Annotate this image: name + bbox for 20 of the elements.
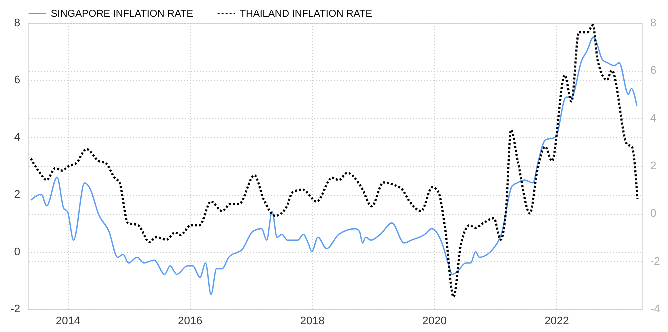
- legend-label: THAILAND INFLATION RATE: [240, 8, 373, 20]
- y2-tick-label: 6: [650, 65, 657, 78]
- y-tick-label: 8: [14, 18, 20, 30]
- y2-tick-label: 8: [650, 18, 657, 30]
- legend-label: SINGAPORE INFLATION RATE: [51, 8, 194, 20]
- y2-tick-label: 2: [650, 160, 657, 172]
- y2-tick-label: 0: [650, 208, 657, 220]
- y-tick-label: -2: [10, 304, 20, 316]
- y2-tick-label: -2: [650, 256, 660, 268]
- x-tick-label: 2016: [178, 316, 203, 328]
- y-tick-label: 0: [14, 246, 20, 258]
- y2-tick-label: 4: [650, 112, 657, 125]
- x-tick-label: 2022: [544, 316, 570, 328]
- x-tick-label: 2018: [300, 316, 325, 328]
- y-tick-label: 4: [14, 132, 20, 144]
- x-tick-label: 2014: [56, 316, 80, 328]
- y-tick-label: 6: [14, 74, 20, 87]
- x-tick-label: 2020: [422, 316, 448, 328]
- y-tick-label: 2: [14, 189, 20, 202]
- y2-tick-label: -4: [650, 304, 660, 316]
